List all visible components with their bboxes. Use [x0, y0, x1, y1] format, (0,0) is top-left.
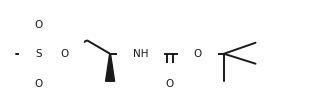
Text: O: O [165, 79, 174, 89]
Text: S: S [35, 49, 42, 59]
Polygon shape [106, 54, 115, 81]
Text: NH: NH [133, 49, 148, 59]
Text: O: O [60, 49, 68, 59]
Text: O: O [34, 79, 43, 89]
Text: O: O [34, 20, 43, 30]
Text: O: O [194, 49, 202, 59]
